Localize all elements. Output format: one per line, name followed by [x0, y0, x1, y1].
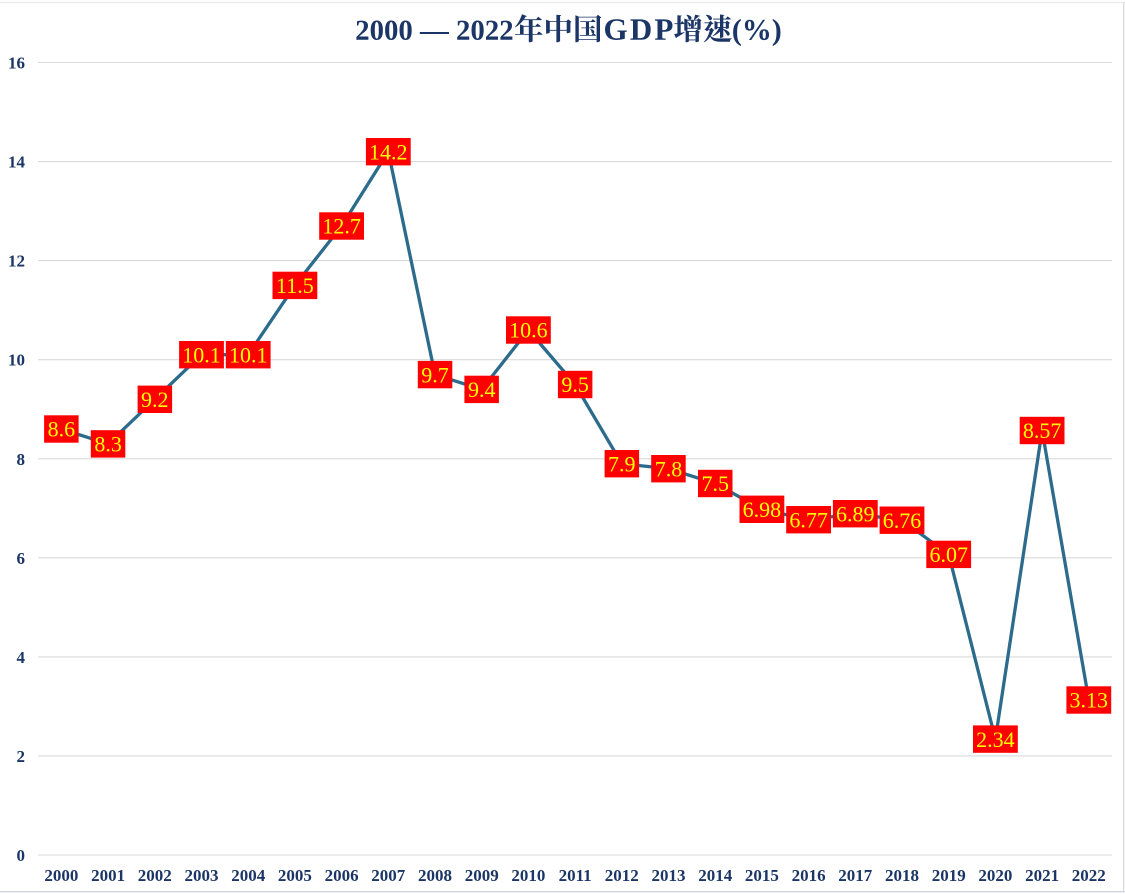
svg-text:9.5: 9.5	[561, 372, 589, 397]
svg-text:4: 4	[17, 648, 26, 667]
svg-text:9.2: 9.2	[141, 387, 169, 412]
svg-text:3.13: 3.13	[1070, 688, 1109, 713]
svg-text:2003: 2003	[185, 866, 219, 885]
svg-text:2015: 2015	[745, 866, 779, 885]
svg-text:6: 6	[17, 549, 26, 568]
svg-text:9.7: 9.7	[421, 362, 449, 387]
svg-text:2022: 2022	[1072, 866, 1106, 885]
svg-text:2.34: 2.34	[976, 727, 1015, 752]
svg-text:14: 14	[8, 153, 26, 172]
svg-text:2014: 2014	[698, 866, 733, 885]
svg-text:2018: 2018	[885, 866, 919, 885]
svg-text:2009: 2009	[465, 866, 499, 885]
svg-text:2017: 2017	[838, 866, 873, 885]
svg-text:6.89: 6.89	[836, 501, 875, 526]
svg-text:11.5: 11.5	[276, 273, 314, 298]
svg-text:2: 2	[17, 747, 26, 766]
svg-text:0: 0	[17, 846, 26, 865]
svg-text:16: 16	[8, 54, 25, 73]
svg-text:2004: 2004	[231, 866, 266, 885]
svg-text:2007: 2007	[371, 866, 406, 885]
svg-text:2020: 2020	[978, 866, 1012, 885]
svg-text:2005: 2005	[278, 866, 312, 885]
svg-text:2016: 2016	[792, 866, 826, 885]
svg-text:8.57: 8.57	[1023, 418, 1062, 443]
svg-text:2008: 2008	[418, 866, 452, 885]
svg-text:10.6: 10.6	[509, 318, 548, 343]
svg-text:6.98: 6.98	[743, 497, 782, 522]
svg-text:2001: 2001	[91, 866, 125, 885]
svg-text:10.1: 10.1	[229, 342, 268, 367]
svg-text:2011: 2011	[559, 866, 592, 885]
svg-text:7.9: 7.9	[608, 451, 636, 476]
svg-text:6.77: 6.77	[789, 507, 828, 532]
svg-text:10.1: 10.1	[182, 342, 221, 367]
svg-text:6.76: 6.76	[883, 508, 922, 533]
svg-text:2019: 2019	[932, 866, 966, 885]
svg-text:10: 10	[8, 351, 25, 370]
svg-text:8: 8	[17, 450, 26, 469]
svg-text:8.3: 8.3	[94, 432, 122, 457]
svg-text:2010: 2010	[511, 866, 545, 885]
svg-text:2013: 2013	[652, 866, 686, 885]
svg-text:2002: 2002	[138, 866, 172, 885]
svg-text:7.5: 7.5	[701, 471, 729, 496]
svg-text:12: 12	[8, 252, 25, 271]
svg-text:2012: 2012	[605, 866, 639, 885]
svg-text:12.7: 12.7	[322, 214, 361, 239]
svg-text:6.07: 6.07	[929, 542, 968, 567]
svg-text:2021: 2021	[1025, 866, 1059, 885]
svg-text:2006: 2006	[325, 866, 359, 885]
svg-text:2000: 2000	[44, 866, 78, 885]
svg-text:8.6: 8.6	[48, 417, 76, 442]
svg-text:9.4: 9.4	[468, 377, 496, 402]
svg-text:14.2: 14.2	[369, 139, 408, 164]
svg-text:7.8: 7.8	[655, 456, 683, 481]
